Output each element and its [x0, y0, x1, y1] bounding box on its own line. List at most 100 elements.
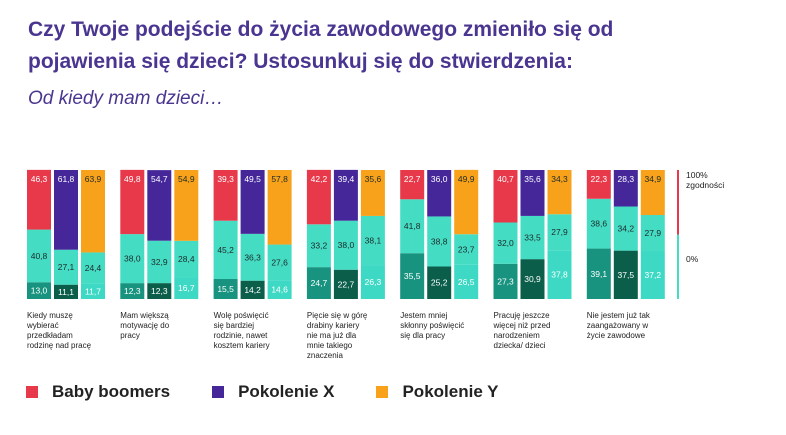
data-label: 35,6 — [524, 174, 541, 184]
bar-segment-0 — [333, 269, 358, 299]
bar-segment-2 — [306, 169, 331, 225]
category-label: Pracuję jeszcze — [494, 311, 551, 320]
bar-segment-0 — [147, 283, 172, 299]
bar-segment-1 — [493, 222, 518, 264]
data-label: 12,3 — [124, 286, 141, 296]
bar-segment-2 — [613, 170, 638, 207]
data-label: 32,9 — [151, 257, 168, 267]
bar-segment-1 — [520, 215, 545, 260]
bar-segment-2 — [120, 169, 145, 235]
category-label: Kiedy muszę — [27, 311, 73, 320]
category-label: życie zawodowe — [587, 331, 646, 340]
data-label: 61,8 — [58, 174, 75, 184]
data-label: 27,1 — [58, 262, 75, 272]
bar-segment-0 — [306, 267, 331, 299]
bar-segment-1 — [640, 215, 665, 252]
data-label: 25,2 — [431, 278, 448, 288]
legend-swatch-pokolenie-x — [212, 386, 225, 398]
bar-segment-2 — [427, 170, 452, 217]
data-label: 37,2 — [645, 270, 662, 280]
legend-label-baby-boomers: Baby boomers — [52, 382, 171, 401]
legend-item-pokolenie-y: Pokolenie Y — [376, 382, 499, 402]
data-label: 11,7 — [85, 286, 101, 296]
data-label: 49,8 — [124, 174, 141, 184]
bar-segment-1 — [27, 229, 51, 283]
bar-segment-0 — [120, 283, 145, 299]
bar-segment-0 — [427, 266, 452, 299]
data-label: 28,3 — [618, 174, 635, 184]
data-label: 42,2 — [311, 174, 328, 184]
data-label: 28,4 — [178, 254, 195, 264]
bar-segment-1 — [547, 214, 572, 251]
data-label: 14,2 — [244, 285, 261, 295]
scale-label-bottom: 0% — [686, 254, 699, 264]
data-label: 54,9 — [178, 174, 195, 184]
bar-segment-2 — [54, 170, 78, 250]
data-label: 24,7 — [311, 278, 328, 288]
bar-segment-0 — [360, 265, 385, 299]
legend-item-baby-boomers: Baby boomers — [26, 382, 170, 402]
data-label: 13,0 — [31, 286, 48, 296]
data-label: 45,2 — [217, 245, 234, 255]
bar-segment-0 — [613, 250, 638, 299]
bar-segment-2 — [520, 170, 545, 216]
bar-segment-1 — [213, 220, 238, 280]
chart-legend: Baby boomers Pokolenie X Pokolenie Y — [26, 382, 541, 402]
data-label: 36,3 — [244, 252, 261, 262]
data-label: 34,9 — [645, 174, 662, 184]
bar-segment-1 — [427, 216, 452, 267]
bar-segment-1 — [306, 224, 331, 268]
category-label: rodzinie, nawet — [214, 331, 269, 340]
category-label: nie ma już dla — [307, 331, 357, 340]
data-label: 38,1 — [365, 235, 382, 245]
title-line-1: Czy Twoje podejście do życia zawodowego … — [28, 18, 614, 41]
data-label: 26,5 — [458, 277, 475, 287]
data-label: 22,7 — [338, 279, 355, 289]
data-label: 57,8 — [271, 174, 288, 184]
bar-segment-0 — [547, 250, 572, 299]
bar-segment-2 — [81, 170, 105, 253]
bar-segment-2 — [27, 169, 51, 230]
data-label: 35,5 — [404, 271, 421, 281]
legend-swatch-pokolenie-y — [376, 386, 389, 398]
data-label: 41,8 — [404, 221, 421, 231]
bar-segment-2 — [547, 170, 572, 215]
legend-label-pokolenie-x: Pokolenie X — [238, 382, 335, 401]
bar-segment-2 — [400, 170, 425, 200]
data-label: 26,3 — [365, 277, 382, 287]
bar-segment-0 — [240, 280, 265, 299]
bar-segment-2 — [147, 170, 172, 241]
bar-segment-1 — [120, 234, 145, 284]
data-label: 38,0 — [338, 240, 355, 250]
category-label: narodzeniem — [494, 331, 541, 340]
legend-item-pokolenie-x: Pokolenie X — [212, 382, 334, 402]
bar-segment-1 — [333, 220, 358, 270]
data-label: 35,6 — [365, 174, 382, 184]
bar-segment-0 — [454, 264, 479, 299]
bar-segment-0 — [213, 279, 238, 299]
data-label: 49,9 — [458, 174, 475, 184]
bar-segment-2 — [454, 169, 479, 235]
bar-segment-0 — [400, 253, 425, 299]
bar-segment-0 — [81, 283, 105, 299]
data-label: 63,9 — [85, 174, 102, 184]
bar-segment-0 — [640, 251, 665, 299]
bar-segment-2 — [493, 170, 518, 223]
data-label: 33,5 — [524, 233, 541, 243]
category-label: motywację do — [120, 321, 169, 330]
bar-segment-1 — [613, 206, 638, 251]
category-label: więcej niż przed — [493, 321, 551, 330]
bar-segment-1 — [586, 198, 611, 249]
data-label: 37,8 — [551, 270, 568, 280]
data-label: 22,7 — [404, 174, 421, 184]
data-label: 15,5 — [217, 284, 234, 294]
data-label: 27,6 — [271, 257, 288, 267]
category-label: Jestem mniej — [400, 311, 447, 320]
data-label: 46,3 — [31, 174, 48, 184]
data-label: 38,0 — [124, 254, 141, 264]
data-label: 11,1 — [58, 287, 74, 297]
data-label: 34,3 — [551, 174, 568, 184]
data-label: 27,3 — [497, 276, 514, 286]
category-label: pracy — [120, 331, 140, 340]
